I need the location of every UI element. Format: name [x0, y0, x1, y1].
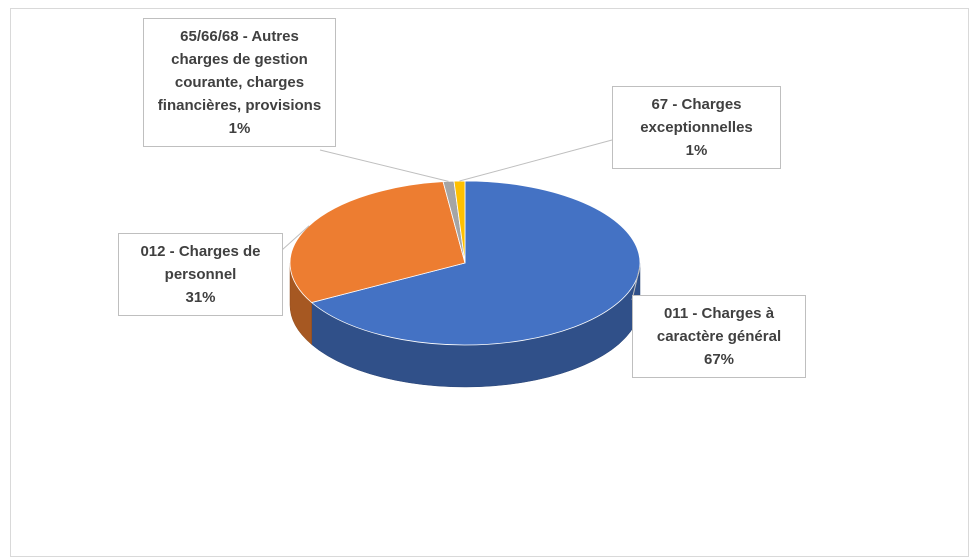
leader-line [459, 139, 613, 182]
label-value: 1% [685, 142, 708, 159]
data-label: 67 - Charges exceptionnelles 1% [612, 86, 781, 169]
label-category: 65/66/68 - Autres charges de gestion cou… [157, 28, 322, 114]
label-category: 011 - Charges à caractère général [656, 305, 782, 345]
label-category: 012 - Charges de personnel [140, 243, 261, 283]
leader-line [281, 225, 310, 251]
leader-line [631, 266, 641, 301]
data-label: 011 - Charges à caractère général 67% [632, 295, 806, 378]
label-value: 31% [185, 289, 216, 306]
label-value: 67% [703, 351, 735, 368]
label-category: 67 - Charges exceptionnelles [640, 96, 753, 136]
chart-border [10, 8, 969, 557]
data-label: 65/66/68 - Autres charges de gestion cou… [143, 18, 336, 147]
slice [289, 181, 466, 303]
label-value: 1% [228, 120, 251, 137]
leader-line [319, 149, 449, 182]
data-label: 012 - Charges de personnel 31% [118, 233, 283, 316]
slice [310, 180, 641, 346]
